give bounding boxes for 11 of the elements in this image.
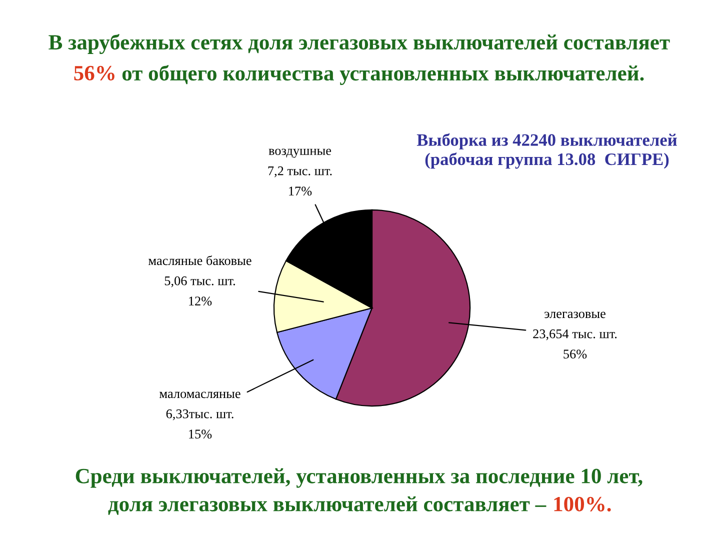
slice-label: элегазовые xyxy=(544,312,606,318)
data-label: 23,654 тыс. шт. 56% xyxy=(533,329,617,359)
slice-label: масляные баковые xyxy=(148,256,252,266)
chart-title: В зарубежных сетях доля элегазовых выключателей составляет 56% от общего количества установленных выключателей. xyxy=(48,34,670,86)
slice-label: маломасляные xyxy=(160,392,240,398)
data-label: 7,2 тыс. шт. 17% xyxy=(268,166,332,196)
text: Среди выключателей, установленных за последние 10 лет, доля элегазовых выключателей составляет – 100%. xyxy=(76,468,642,515)
data-label: 5,06 тыс. шт. 12% xyxy=(164,276,235,306)
slice-label: воздушные xyxy=(268,148,332,158)
chart-subtitle: Выборка из 42240 выключателей (рабочая группа 13.08 СИГРЕ) xyxy=(416,133,677,169)
data-label: 6,33тыс. шт. 15% xyxy=(166,409,234,439)
